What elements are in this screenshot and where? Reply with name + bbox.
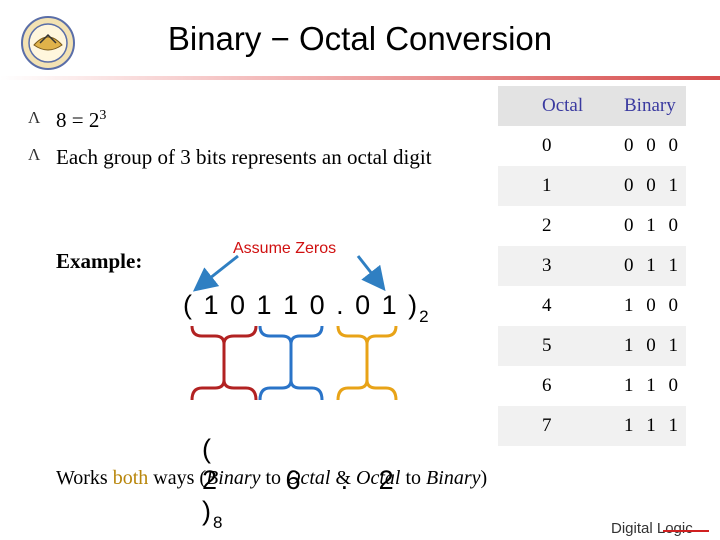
binary-cell: 0 1 0 <box>624 215 682 236</box>
binary-cell: 1 0 0 <box>624 295 682 316</box>
slide-title: Binary − Octal Conversion <box>167 20 553 57</box>
grouping-braces <box>190 325 398 401</box>
octal-open-paren: ( <box>202 434 214 464</box>
university-seal-logo <box>21 16 75 70</box>
arrow-left <box>192 254 239 292</box>
title-divider <box>0 76 720 80</box>
footer-binary: Binary <box>206 467 261 489</box>
assume-zeros-annotation: Assume Zeros <box>233 240 337 257</box>
binary-base: 2 <box>419 307 431 326</box>
binary-cell: 1 1 0 <box>624 375 682 396</box>
table-header-row: Octal Binary <box>498 86 686 126</box>
footer-text: ways ( <box>148 467 207 489</box>
octal-cell: 2 <box>542 215 552 236</box>
octal-cell: 5 <box>498 326 624 366</box>
bullet-group-bits: Each group of 3 bits represents an octal… <box>56 145 432 169</box>
footer-octal: Octal <box>286 467 331 489</box>
example-label: Example: <box>56 249 143 273</box>
caret-bullet-icon: Λ <box>28 145 41 164</box>
footer-highlight-both: both <box>112 467 149 489</box>
octal-expression: ( 2 6 . 2 )8 <box>183 403 396 532</box>
binary-cell: 0 0 0 <box>624 135 682 156</box>
table-row: 0 0 0 0 <box>498 126 686 166</box>
brace-blue-bottom <box>258 379 324 401</box>
brace-orange-bottom <box>336 379 398 401</box>
octal-cell: 7 <box>498 406 624 446</box>
footer-octal: Octal <box>356 467 401 489</box>
octal-cell: 1 <box>498 166 624 206</box>
table-row: 6 1 1 0 <box>498 366 686 406</box>
octal-cell: 6 <box>542 375 552 396</box>
footer-text: to <box>400 467 427 489</box>
binary-cell: 1 0 1 <box>624 326 686 366</box>
footer-binary: Binary <box>426 467 481 489</box>
footer-text: Works <box>56 467 113 489</box>
binary-digits: 1 0 1 1 0 . 0 1 <box>203 290 399 320</box>
table-row: 2 0 1 0 <box>498 206 686 246</box>
footer-text: & <box>330 467 357 489</box>
binary-cell: 1 1 1 <box>624 406 686 446</box>
binary-cell: 0 1 1 <box>624 246 686 286</box>
octal-close-paren: ) <box>202 496 214 526</box>
footer-note: Works both ways (Binary to Octal & Octal… <box>56 467 487 490</box>
octal-digits: 2 6 . 2 <box>202 465 396 495</box>
footer-text: to <box>260 467 287 489</box>
binary-open-paren: ( <box>183 290 194 320</box>
brand-strike-line <box>663 530 709 532</box>
table-row: 4 1 0 0 <box>498 286 686 326</box>
brace-red-bottom <box>190 379 258 401</box>
header-octal: Octal <box>498 86 624 126</box>
bullet-exponent: 3 <box>99 108 107 123</box>
annotation-arrows <box>192 254 386 292</box>
bullet-base-relation: 8 = 23 <box>56 108 106 133</box>
bullet-base-text: 8 = 2 <box>56 108 100 132</box>
octal-base: 8 <box>213 513 225 532</box>
binary-close-paren: ) <box>408 290 420 320</box>
footer-text: ) <box>480 467 488 489</box>
binary-expression: ( 1 0 1 1 0 . 0 1 )2 <box>183 290 431 326</box>
binary-cell: 0 0 1 <box>624 166 686 206</box>
arrow-right <box>356 255 386 292</box>
octal-cell: 0 <box>542 135 552 156</box>
caret-bullet-icon: Λ <box>28 108 41 127</box>
course-brand: Digital Logic <box>611 520 693 537</box>
octal-cell: 4 <box>542 295 552 316</box>
octal-cell: 3 <box>498 246 624 286</box>
header-binary: Binary <box>624 86 686 126</box>
